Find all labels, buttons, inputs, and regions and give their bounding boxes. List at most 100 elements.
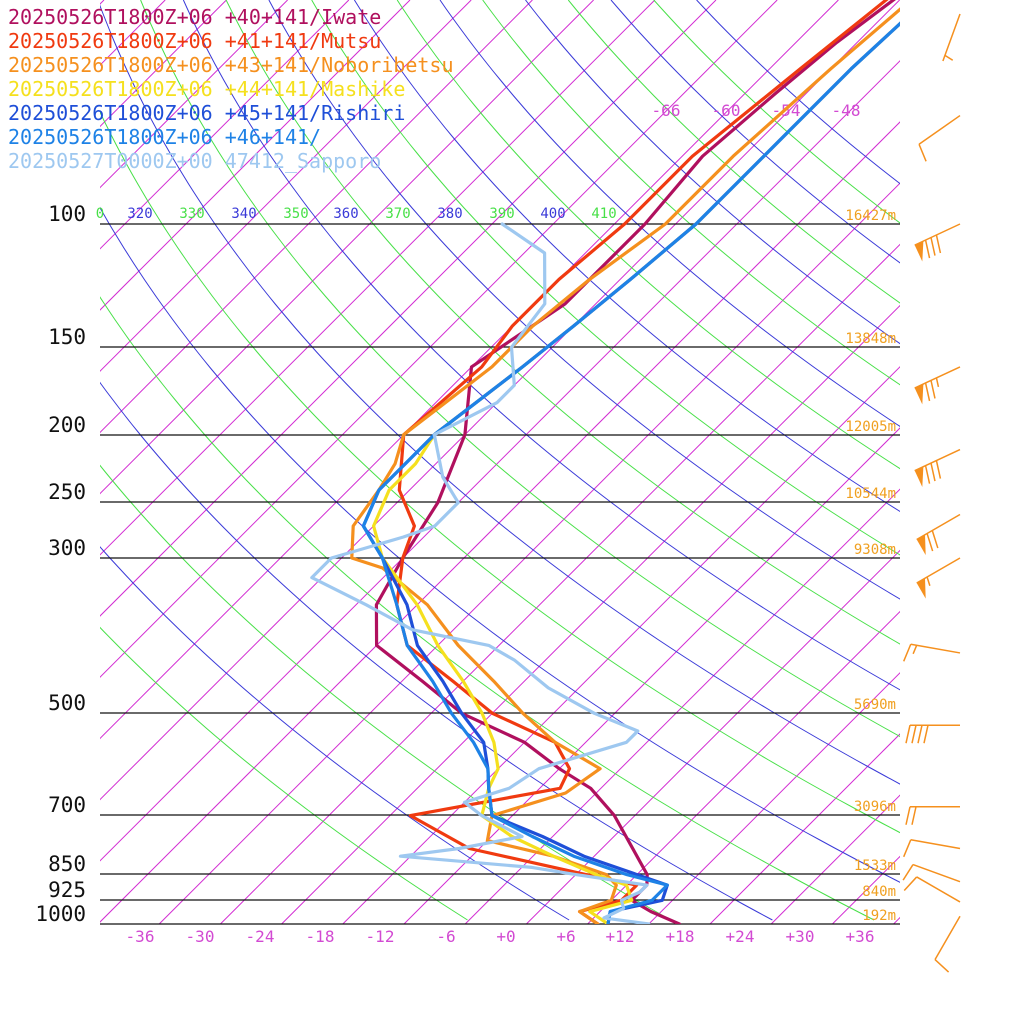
dry-adiabat-line (567, 0, 900, 304)
temperature-tick-label: -24 (246, 927, 275, 946)
temperature-tick-label: -6 (436, 927, 455, 946)
dry-adiabat-line (525, 0, 900, 345)
isotherm-line (1016, 0, 1024, 924)
height-label: 9308m (854, 542, 896, 558)
temperature-tick-label: +12 (606, 927, 635, 946)
dry-adiabat-line (182, 0, 900, 691)
temperature-tick-label: -36 (126, 927, 155, 946)
wind-barb (934, 915, 961, 973)
isotherm-line (100, 0, 900, 801)
isotherm-line (158, 182, 900, 924)
dry-adiabat-line (439, 0, 900, 428)
temperature-tick-labels: -36 -30 -24 -18 -12 -6 +0 +6 +12 +18 +24 +30 +36 (126, 927, 875, 946)
series-line-5 (361, 21, 900, 924)
isotherm-line (100, 0, 472, 372)
isotherm-line (100, 0, 839, 740)
wind-barb (918, 114, 961, 162)
isotherm-line (770, 794, 900, 924)
isotherm-line (220, 243, 900, 924)
height-label: 10544m (845, 486, 896, 502)
series-line-1 (395, 0, 889, 924)
isotherm-line (100, 0, 533, 434)
wind-barb (903, 643, 961, 662)
wind-barb (903, 876, 961, 903)
height-label: 5690m (854, 697, 896, 713)
theta-label: 380 (437, 206, 462, 222)
legend-entry: 20250526T1800Z+06 +44+141/Mashike (8, 77, 405, 101)
pressure-tick-label: 925 (48, 878, 86, 902)
dry-adiabat-line (100, 4, 900, 785)
theta-label: 340 (231, 206, 256, 222)
isotherm-line (893, 916, 900, 924)
theta-label: 330 (179, 206, 204, 222)
theta-label: 0 (96, 206, 104, 222)
dry-adiabat-line (653, 0, 900, 224)
pressure-tick-label: 300 (48, 536, 86, 560)
pressure-tick-label: 200 (48, 413, 86, 437)
series-line-6 (310, 222, 651, 924)
legend-entry: 20250526T1800Z+06 +41+141/Mutsu (8, 29, 381, 53)
isotherm-line (709, 733, 900, 924)
dry-adiabat-line (140, 0, 900, 738)
legend-entry: 20250526T1800Z+06 +43+141/Noboribetsu (8, 53, 454, 77)
temperature-tick-label: +24 (726, 927, 755, 946)
wind-barb (916, 513, 961, 556)
height-label: 16427m (845, 208, 896, 224)
height-label: 12005m (845, 419, 896, 435)
dry-adiabat-line (100, 381, 773, 921)
wind-barb (914, 366, 961, 405)
theta-label: 390 (489, 206, 514, 222)
theta-label: 410 (591, 206, 616, 222)
pressure-tick-label: 250 (48, 480, 86, 504)
dry-adiabat-line (100, 296, 875, 921)
isotherm-line (526, 549, 900, 924)
height-label: 1533m (854, 858, 896, 874)
temperature-tick-label: -12 (366, 927, 395, 946)
isotherm-line (100, 60, 900, 862)
dry-adiabat-lines (100, 0, 900, 921)
dry-adiabat-line (696, 0, 900, 185)
temperature-tick-label: +0 (496, 927, 515, 946)
theta-label: 370 (385, 206, 410, 222)
pressure-tick-label: 500 (48, 691, 86, 715)
dry-adiabat-line (100, 546, 570, 921)
isotherm-line (587, 610, 900, 924)
isotherm-line (281, 304, 900, 924)
wind-barb (905, 806, 960, 825)
dry-adiabat-line (100, 111, 900, 834)
upper-isotherm-label: -48 (832, 101, 861, 120)
wind-barb (916, 557, 961, 599)
temperature-tick-label: +18 (666, 927, 695, 946)
series-line-0 (374, 0, 896, 924)
dry-adiabat-line (225, 0, 900, 645)
wind-barb (903, 839, 961, 858)
wind-barbs (902, 13, 961, 973)
pressure-tick-label: 700 (48, 793, 86, 817)
wind-barb (905, 724, 960, 744)
height-label: 192m (862, 908, 896, 924)
pressure-tick-label: 150 (48, 325, 86, 349)
isotherm-line (100, 0, 656, 556)
dry-adiabat-line (482, 0, 900, 386)
theta-label: 320 (127, 206, 152, 222)
isotherm-line (100, 0, 778, 678)
legend: 20250526T1800Z+06 +40+141/Iwate20250526T… (8, 5, 454, 173)
dry-adiabat-line (610, 0, 900, 264)
series-line-2 (350, 7, 900, 924)
temperature-tick-label: +6 (556, 927, 575, 946)
dry-adiabat-line (311, 0, 900, 556)
isotherm-line (464, 488, 900, 924)
series-line-3 (372, 21, 900, 924)
legend-entry: 20250526T1800Z+06 +46+141/ (8, 125, 321, 149)
pressure-tick-label: 100 (48, 202, 86, 226)
series-line-4 (361, 21, 900, 924)
isotherm-line (648, 672, 900, 924)
height-label: 840m (862, 884, 896, 900)
upper-isotherm-label: -60 (712, 101, 741, 120)
legend-entry: 20250527T0000Z+00 47412_Sapporo (8, 149, 381, 173)
temperature-tick-label: +30 (786, 927, 815, 946)
dry-adiabat-line (396, 0, 900, 470)
